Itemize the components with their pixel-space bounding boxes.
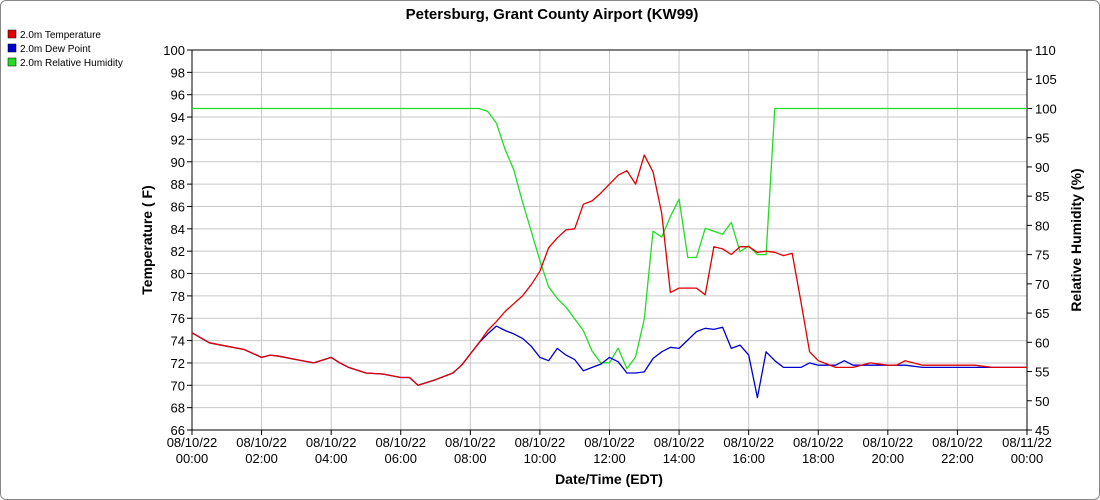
x-tick-time: 20:00: [872, 451, 905, 466]
y-tick-label: 72: [171, 356, 185, 371]
x-tick-date: 08/10/22: [375, 435, 426, 450]
legend-label: 2.0m Relative Humidity: [20, 58, 123, 69]
y2-tick-label: 65: [1035, 306, 1049, 321]
x-tick-date: 08/10/22: [306, 435, 357, 450]
y-tick-label: 80: [171, 267, 185, 282]
legend-item: 2.0m Dew Point: [7, 43, 91, 55]
y-tick-label: 88: [171, 177, 185, 192]
series-line-2-0m-temperature: [191, 154, 1027, 386]
y-tick-label: 98: [171, 65, 185, 80]
y2-tick-label: 110: [1035, 43, 1056, 58]
legend-item: 2.0m Temperature: [7, 29, 101, 41]
y-tick-label: 100: [163, 43, 185, 58]
x-tick-time: 10:00: [524, 451, 557, 466]
x-tick-time: 14:00: [663, 451, 696, 466]
x-tick-date: 08/10/22: [236, 435, 287, 450]
y-tick-label: 78: [171, 289, 185, 304]
y-tick-label: 96: [171, 88, 185, 103]
y-axis-label: Temperature ( F): [139, 185, 155, 294]
x-tick-time: 08:00: [454, 451, 487, 466]
legend-swatch: [7, 29, 17, 39]
x-tick-date: 08/10/22: [584, 435, 635, 450]
x-tick-time: 12:00: [593, 451, 626, 466]
x-tick-date: 08/10/22: [932, 435, 983, 450]
x-tick-time: 22:00: [941, 451, 974, 466]
right-axis-ticks: 45 50 55 60 65 70 75 80 85 90 95 100 105 110: [1027, 43, 1057, 438]
x-tick-date: 08/10/22: [793, 435, 844, 450]
y-tick-label: 70: [171, 378, 185, 393]
y2-tick-label: 55: [1035, 365, 1049, 380]
legend-item: 2.0m Relative Humidity: [7, 57, 123, 69]
y-tick-label: 76: [171, 311, 185, 326]
y2-tick-label: 90: [1035, 160, 1049, 175]
chart-title: Petersburg, Grant County Airport (KW99): [406, 6, 699, 23]
legend-swatch: [7, 57, 17, 67]
x-tick-date: 08/10/22: [654, 435, 705, 450]
y2-tick-label: 100: [1035, 101, 1057, 116]
series-lines: [191, 107, 1027, 399]
y2-tick-label: 95: [1035, 131, 1049, 146]
y-tick-label: 86: [171, 199, 185, 214]
x-tick-time: 02:00: [245, 451, 278, 466]
y2-tick-label: 80: [1035, 218, 1049, 233]
legend-swatch: [7, 43, 17, 53]
y-tick-label: 74: [171, 334, 185, 349]
y2-tick-label: 75: [1035, 248, 1049, 263]
x-tick-time: 18:00: [802, 451, 835, 466]
y2-axis-label: Relative Humidity (%): [1068, 168, 1084, 311]
y-tick-label: 90: [171, 155, 185, 170]
x-tick-time: 06:00: [384, 451, 417, 466]
legend-label: 2.0m Temperature: [20, 30, 101, 41]
y-tick-label: 66: [171, 423, 185, 438]
y-tick-label: 68: [171, 401, 185, 416]
legend-label: 2.0m Dew Point: [20, 44, 91, 55]
series-line-2-0m-relative-humidity: [192, 107, 1027, 370]
x-tick-date: 08/10/22: [723, 435, 774, 450]
x-tick-time: 04:00: [315, 451, 348, 466]
x-axis-ticks: 08/10/2200:0008/10/2202:0008/10/2204:000…: [167, 430, 1052, 466]
y2-tick-label: 45: [1035, 423, 1049, 438]
y-tick-label: 94: [171, 110, 185, 125]
legend: 2.0m Temperature 2.0m Dew Point 2.0m Relat…: [7, 29, 123, 69]
y-tick-label: 92: [171, 132, 185, 147]
y2-tick-label: 105: [1035, 72, 1057, 87]
x-axis-label: Date/Time (EDT): [555, 471, 663, 487]
x-tick-date: 08/10/22: [515, 435, 566, 450]
left-axis-ticks: 66 68 70 72 74 76 78 80 82 84 86 88 90 92 94 96 98 100: [163, 43, 192, 438]
x-tick-time: 00:00: [1011, 451, 1044, 466]
y2-tick-label: 60: [1035, 335, 1049, 350]
x-tick-time: 00:00: [176, 451, 209, 466]
y-tick-label: 84: [171, 222, 185, 237]
x-tick-date: 08/10/22: [863, 435, 914, 450]
y-tick-label: 82: [171, 244, 185, 259]
y2-tick-label: 85: [1035, 189, 1049, 204]
y2-tick-label: 50: [1035, 394, 1049, 409]
y2-tick-label: 70: [1035, 277, 1049, 292]
x-tick-time: 16:00: [732, 451, 765, 466]
grid-lines: [192, 50, 1027, 430]
x-tick-date: 08/10/22: [445, 435, 496, 450]
x-tick-date: 08/11/22: [1002, 435, 1052, 450]
x-tick-date: 08/10/22: [167, 435, 218, 450]
